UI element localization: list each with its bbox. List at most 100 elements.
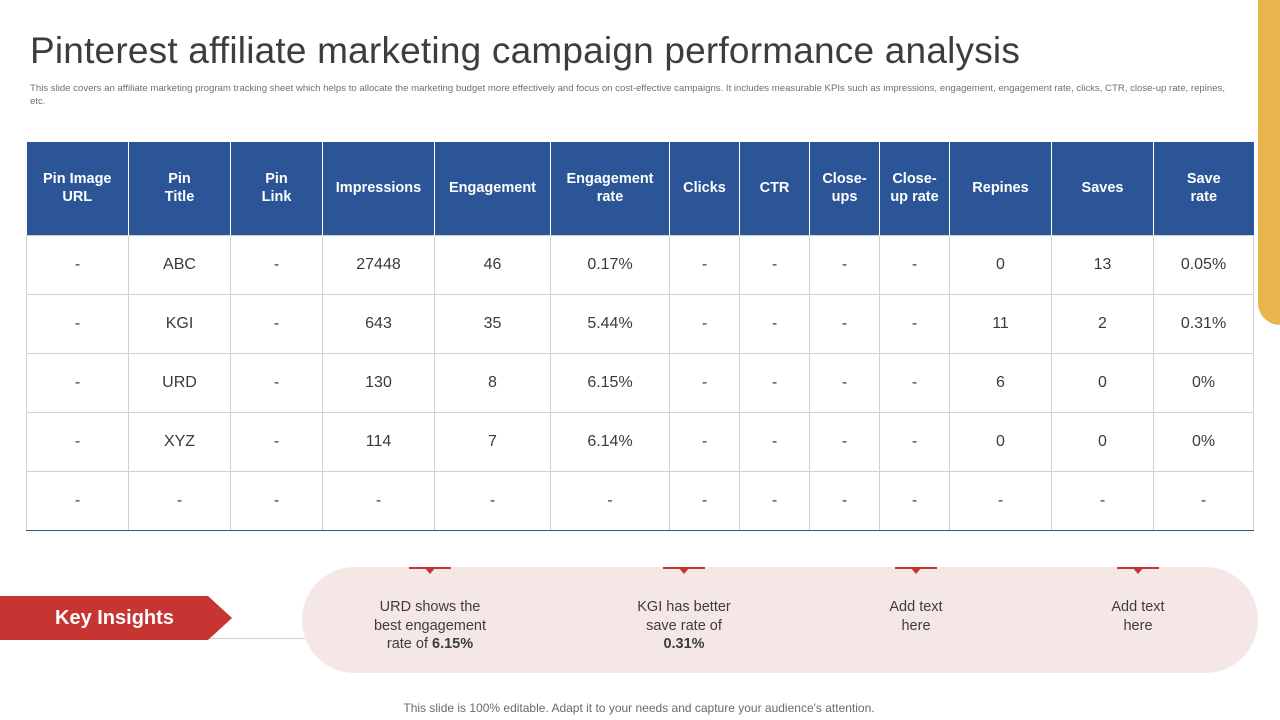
- table-cell: 6.14%: [550, 411, 670, 472]
- table-cell: -: [879, 352, 950, 413]
- column-header: Pin Title: [128, 142, 231, 235]
- table-cell: -: [879, 411, 950, 472]
- table-cell: -: [230, 234, 323, 295]
- column-header: Close-ups: [809, 142, 880, 235]
- insight-1: URD shows the best engagement rate of 6.…: [355, 567, 505, 654]
- table-cell: -: [669, 411, 740, 472]
- insight-marker: [1117, 567, 1159, 576]
- column-header: Pin Image URL: [26, 142, 129, 235]
- table-cell: 0: [949, 411, 1052, 472]
- table-cell: -: [128, 470, 231, 531]
- table-cell: 8: [434, 352, 551, 413]
- insight-marker: [663, 567, 705, 576]
- table-cell: -: [322, 470, 435, 531]
- table-cell: -: [809, 411, 880, 472]
- table-cell: -: [669, 293, 740, 354]
- table-row: - KGI -643 35 5.44% - - - -11 2 0.31%: [26, 293, 1254, 354]
- table-cell: 35: [434, 293, 551, 354]
- table-cell: -: [434, 470, 551, 531]
- column-header: CTR: [739, 142, 810, 235]
- column-header: Impressions: [322, 142, 435, 235]
- table-row: - XYZ -114 7 6.14% - - - -0 0 0%: [26, 411, 1254, 472]
- table-row: - ABC -27448 46 0.17% - - - -0 13 0.05%: [26, 234, 1254, 295]
- table-cell: 5.44%: [550, 293, 670, 354]
- table-cell: -: [230, 352, 323, 413]
- table-cell: 0%: [1153, 411, 1254, 472]
- table-cell: 0.05%: [1153, 234, 1254, 295]
- key-insights-label: Key Insights: [0, 596, 232, 640]
- insight-text: Add text here: [1111, 599, 1165, 634]
- table-cell: -: [809, 234, 880, 295]
- column-header: Engagement: [434, 142, 551, 235]
- table-cell: KGI: [128, 293, 231, 354]
- page-title: Pinterest affiliate marketing campaign p…: [30, 30, 1021, 71]
- table-cell: -: [809, 470, 880, 531]
- table-cell: -: [1051, 470, 1154, 531]
- column-header: Save rate: [1153, 142, 1254, 235]
- table-cell: 27448: [322, 234, 435, 295]
- table-cell: -: [26, 470, 129, 531]
- table-cell: -: [230, 293, 323, 354]
- table-cell: 0: [1051, 411, 1154, 472]
- table-cell: -: [809, 293, 880, 354]
- table-cell: -: [879, 293, 950, 354]
- column-header: Clicks: [669, 142, 740, 235]
- table-cell: 114: [322, 411, 435, 472]
- table-body: - ABC -27448 46 0.17% - - - -0 13 0.05% - KGI -643 35 5…: [26, 234, 1254, 531]
- table-cell: 0: [1051, 352, 1154, 413]
- table-cell: 0%: [1153, 352, 1254, 413]
- insight-2: KGI has better save rate of 0.31%: [609, 567, 759, 654]
- table-cell: -: [26, 352, 129, 413]
- insight-marker: [409, 567, 451, 576]
- table-cell: -: [230, 470, 323, 531]
- table-cell: 0.31%: [1153, 293, 1254, 354]
- performance-table: Pin Image URL Pin Title Pin Link Impressions En…: [26, 142, 1254, 531]
- table-cell: -: [739, 293, 810, 354]
- table-cell: -: [1153, 470, 1254, 531]
- table-cell: 7: [434, 411, 551, 472]
- table-cell: -: [550, 470, 670, 531]
- table-cell: ABC: [128, 234, 231, 295]
- table-cell: -: [230, 411, 323, 472]
- table-cell: 2: [1051, 293, 1154, 354]
- column-header: Pin Link: [230, 142, 323, 235]
- table-cell: -: [949, 470, 1052, 531]
- table-row: - URD -130 8 6.15% - - - -6 0 0%: [26, 352, 1254, 413]
- table-cell: XYZ: [128, 411, 231, 472]
- insight-4: Add text here: [1063, 567, 1213, 635]
- table-cell: 130: [322, 352, 435, 413]
- column-header: Saves: [1051, 142, 1154, 235]
- insights-band: [302, 567, 1258, 673]
- page-subtitle: This slide covers an affiliate marketing…: [30, 83, 1226, 107]
- table-cell: 6: [949, 352, 1052, 413]
- table-header-row: Pin Image URL Pin Title Pin Link Impressions En…: [26, 142, 1254, 235]
- insight-text: KGI has better save rate of 0.31%: [637, 599, 731, 652]
- column-header: Engagement rate: [550, 142, 670, 235]
- table-cell: 46: [434, 234, 551, 295]
- table-cell: 13: [1051, 234, 1154, 295]
- column-header: Repines: [949, 142, 1052, 235]
- insight-text: Add text here: [889, 599, 943, 634]
- table-cell: -: [739, 352, 810, 413]
- connector-line: [210, 638, 305, 639]
- table-cell: -: [669, 352, 740, 413]
- table-cell: -: [739, 234, 810, 295]
- column-header: Close-up rate: [879, 142, 950, 235]
- insight-marker: [895, 567, 937, 576]
- table-cell: URD: [128, 352, 231, 413]
- table-cell: -: [26, 293, 129, 354]
- table-cell: 11: [949, 293, 1052, 354]
- table-cell: 6.15%: [550, 352, 670, 413]
- table-cell: -: [879, 470, 950, 531]
- table-cell: 0: [949, 234, 1052, 295]
- table-row: -------------: [26, 470, 1254, 531]
- table-cell: -: [879, 234, 950, 295]
- table-cell: 643: [322, 293, 435, 354]
- table-cell: -: [809, 352, 880, 413]
- footer-note: This slide is 100% editable. Adapt it to…: [403, 701, 875, 715]
- table-cell: -: [26, 411, 129, 472]
- insight-text: URD shows the best engagement rate of 6.…: [373, 599, 487, 652]
- gold-accent-tab: [1258, 0, 1280, 325]
- table-cell: -: [669, 470, 740, 531]
- table-cell: -: [739, 411, 810, 472]
